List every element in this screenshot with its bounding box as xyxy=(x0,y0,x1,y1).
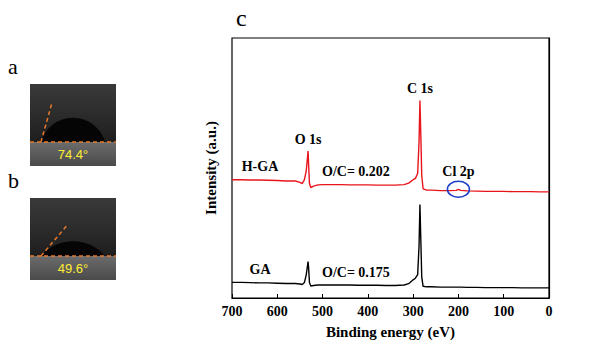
svg-text:Intensity (a.u.): Intensity (a.u.) xyxy=(203,121,220,215)
svg-text:49.6°: 49.6° xyxy=(58,261,89,276)
svg-text:O/C= 0.202: O/C= 0.202 xyxy=(322,164,390,179)
svg-text:Cl 2p: Cl 2p xyxy=(442,164,475,179)
svg-text:100: 100 xyxy=(493,304,514,319)
svg-text:O/C= 0.175: O/C= 0.175 xyxy=(322,265,390,280)
svg-text:0: 0 xyxy=(546,304,553,319)
svg-text:300: 300 xyxy=(403,304,424,319)
svg-text:Binding energy (eV): Binding energy (eV) xyxy=(326,324,455,341)
svg-text:400: 400 xyxy=(357,304,378,319)
svg-text:GA: GA xyxy=(250,262,272,277)
svg-text:b: b xyxy=(8,168,19,193)
svg-text:200: 200 xyxy=(448,304,469,319)
svg-text:700: 700 xyxy=(222,304,243,319)
svg-text:a: a xyxy=(8,54,18,79)
svg-text:H-GA: H-GA xyxy=(242,159,279,174)
svg-text:74.4°: 74.4° xyxy=(58,147,89,162)
svg-text:O 1s: O 1s xyxy=(295,132,322,147)
svg-text:C 1s: C 1s xyxy=(407,81,434,96)
svg-text:500: 500 xyxy=(312,304,333,319)
svg-text:c: c xyxy=(236,5,247,31)
svg-text:600: 600 xyxy=(267,304,288,319)
